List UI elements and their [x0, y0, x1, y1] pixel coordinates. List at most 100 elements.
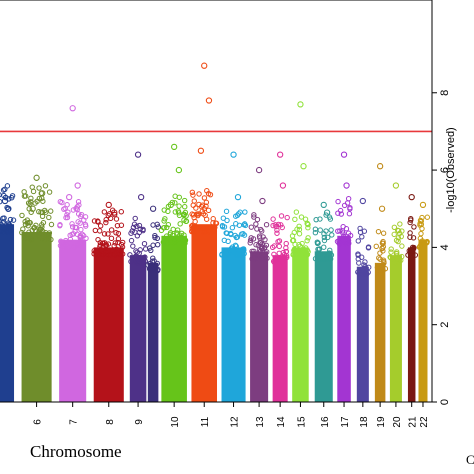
snp-point: [337, 228, 343, 234]
snp-point: [83, 223, 89, 229]
snp-point: [290, 251, 297, 257]
snp-hit-point: [205, 97, 213, 104]
snp-point: [399, 228, 405, 234]
x-tick-label: 17: [340, 416, 351, 428]
snp-point: [205, 190, 212, 197]
snp-hit-point: [343, 182, 350, 189]
chromosome-16: [312, 212, 335, 402]
snp-point: [325, 234, 331, 241]
snp-hit-point: [134, 151, 142, 158]
snp-point: [321, 234, 328, 241]
snp-point: [345, 195, 352, 202]
snp-hit-point: [105, 201, 112, 209]
snp-point: [158, 227, 165, 234]
snp-point: [278, 222, 284, 228]
snp-point: [200, 229, 207, 235]
snp-point: [29, 184, 35, 190]
snp-point: [27, 235, 33, 241]
snp-point: [199, 208, 205, 214]
snp-point: [97, 243, 103, 250]
snp-point: [284, 214, 290, 221]
snp-point: [191, 198, 197, 204]
chromosome-body: [418, 239, 428, 402]
snp-point: [380, 248, 386, 254]
snp-point: [1, 215, 7, 221]
x-axis: 6 7 8 9 10 11 12 13 14 15 16 17 18 19 20 21 22: [33, 402, 430, 428]
snp-point: [296, 231, 303, 237]
chromosome-18: [355, 225, 372, 402]
snp-point: [380, 257, 387, 263]
snp-point: [196, 191, 202, 197]
snp-point: [412, 252, 419, 258]
snp-point: [130, 243, 136, 249]
snp-point: [374, 264, 381, 271]
snp-point: [206, 225, 212, 231]
snp-point: [26, 229, 32, 235]
snp-point: [132, 215, 138, 222]
y-tick-label: 0: [439, 399, 451, 405]
snp-point: [74, 243, 80, 249]
snp-point: [45, 231, 51, 238]
chromosome-10: [158, 193, 190, 402]
snp-point: [115, 230, 122, 237]
snp-point: [101, 231, 108, 237]
snp-hit-point: [300, 163, 307, 170]
snp-point: [317, 256, 324, 262]
snp-point: [108, 227, 115, 233]
snp-point: [40, 198, 46, 204]
chromosome-body: [161, 235, 187, 402]
snp-point: [380, 262, 386, 268]
chromosome-body: [221, 247, 246, 402]
x-tick-label: 11: [200, 416, 211, 427]
snp-point: [91, 218, 98, 224]
snp-point: [42, 183, 49, 189]
snp-point: [258, 240, 264, 246]
snp-point: [202, 224, 209, 231]
snp-point: [328, 227, 334, 233]
snp-point: [71, 243, 78, 250]
chromosome-segment-5: [145, 221, 161, 402]
snp-point: [312, 226, 319, 232]
snp-point: [141, 240, 148, 247]
chromosome-columns: [0, 183, 431, 402]
x-tick-label: 18: [359, 416, 370, 428]
snp-point: [407, 234, 413, 240]
x-tick-label: 16: [320, 416, 331, 428]
snp-point: [291, 246, 298, 252]
snp-point: [107, 215, 114, 222]
snp-point: [418, 230, 424, 237]
snp-point: [336, 238, 342, 244]
snp-point: [233, 234, 240, 241]
snp-point: [196, 201, 202, 208]
snp-hit-point: [378, 205, 386, 212]
snp-point: [229, 225, 236, 231]
snp-point: [275, 238, 281, 245]
snp-point: [277, 256, 283, 263]
snp-point: [304, 221, 311, 227]
snp-point: [119, 244, 126, 250]
snp-point: [424, 240, 430, 246]
snp-point: [108, 235, 115, 242]
snp-point: [341, 202, 348, 209]
snp-point: [249, 248, 255, 255]
chromosome-body: [129, 255, 147, 402]
snp-hit-point: [340, 151, 348, 158]
snp-point: [323, 228, 329, 234]
snp-point: [48, 208, 54, 214]
snp-point: [258, 226, 264, 233]
snp-point: [327, 216, 334, 222]
snp-point: [177, 221, 183, 227]
snp-point: [95, 219, 101, 225]
snp-point: [263, 222, 270, 228]
snp-point: [393, 249, 400, 255]
snp-point: [327, 247, 333, 253]
snp-point: [303, 245, 309, 251]
snp-point: [182, 204, 188, 210]
snp-point: [337, 207, 344, 214]
snp-point: [264, 249, 270, 255]
snp-point: [262, 236, 268, 243]
snp-point: [340, 223, 346, 230]
snp-point: [5, 224, 11, 230]
snp-point: [357, 225, 363, 232]
snp-point: [3, 194, 9, 201]
